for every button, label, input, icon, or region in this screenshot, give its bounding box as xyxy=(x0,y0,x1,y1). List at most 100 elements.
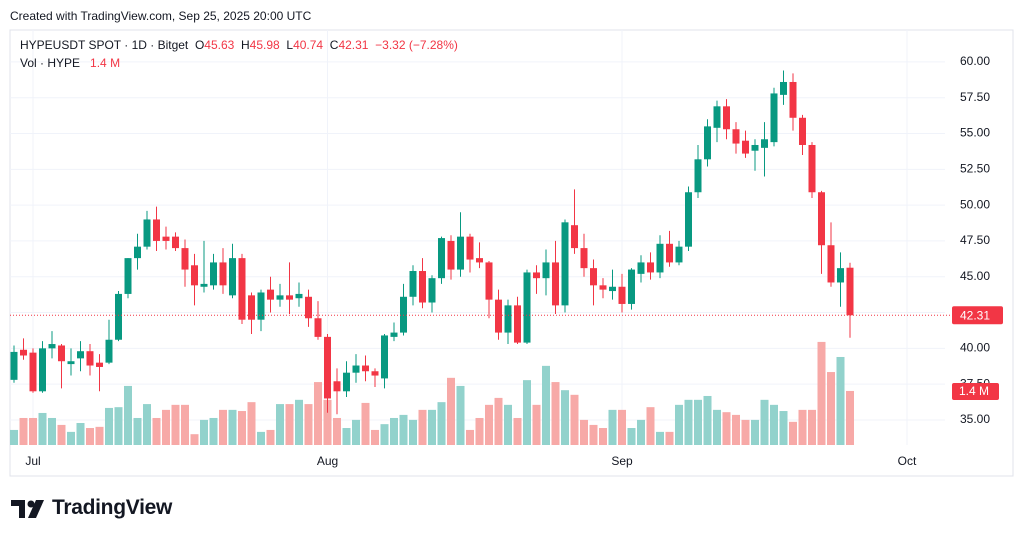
volume-bar xyxy=(713,409,721,445)
volume-bar xyxy=(114,407,123,445)
volume-bar xyxy=(124,385,132,445)
candle-body xyxy=(818,192,825,246)
volume-value: 1.4 M xyxy=(90,56,121,70)
candle-body xyxy=(153,219,160,241)
volume-bar xyxy=(295,399,303,445)
volume-bar xyxy=(371,429,379,445)
volume-bar xyxy=(827,372,835,445)
candle-body xyxy=(162,236,170,241)
candle-body xyxy=(628,269,635,304)
grid xyxy=(10,30,945,445)
volume-bar xyxy=(466,429,474,445)
y-tick-label: 52.50 xyxy=(960,162,990,176)
x-tick-label: Jul xyxy=(25,454,40,468)
volume-bar xyxy=(760,399,769,445)
volume-tag xyxy=(952,383,999,400)
volume-bar xyxy=(741,419,750,445)
volume-bar xyxy=(551,382,560,445)
volume-bar xyxy=(627,428,636,445)
volume-bar xyxy=(656,431,664,445)
candle-body xyxy=(770,93,778,143)
candle-body xyxy=(77,351,84,359)
volume-bar xyxy=(57,424,66,445)
candle-body xyxy=(713,106,721,128)
candle-body xyxy=(495,299,502,333)
volume-bar xyxy=(390,417,398,445)
volume-bar xyxy=(437,402,446,445)
candle-body xyxy=(105,339,113,363)
candle-body xyxy=(523,272,531,343)
candle-body xyxy=(656,243,664,273)
candle-body xyxy=(210,262,217,286)
candle-body xyxy=(276,295,284,300)
volume-bar xyxy=(523,380,531,445)
candle-body xyxy=(314,318,322,337)
candle-body xyxy=(837,268,844,283)
volume-bar xyxy=(637,419,645,445)
volume-bar xyxy=(732,414,740,445)
volume-bar xyxy=(152,417,161,445)
volume-bar xyxy=(238,411,246,445)
volume-bar xyxy=(608,409,617,445)
volume-bar xyxy=(561,390,569,445)
volume-bar xyxy=(599,428,607,445)
candle-body xyxy=(257,292,265,320)
volume-bar xyxy=(428,409,436,445)
ohlc-value: 45.63 xyxy=(204,38,235,52)
volume-bar xyxy=(646,407,655,445)
candle-body xyxy=(751,144,759,151)
volume-bar xyxy=(314,382,322,445)
candle-body xyxy=(666,243,673,263)
volume-bar xyxy=(333,417,341,445)
volume-bar xyxy=(779,411,788,445)
volume-bar xyxy=(285,404,294,445)
volume-bar xyxy=(817,341,826,445)
volume-bar xyxy=(29,417,37,445)
candle-body xyxy=(552,262,559,306)
candle-body xyxy=(10,351,18,380)
volume-bar xyxy=(19,417,28,445)
candle-body xyxy=(267,289,274,300)
ohlc-letter: O xyxy=(194,38,205,52)
volume-bar xyxy=(276,404,284,445)
price-tag xyxy=(952,306,1003,325)
candle-body xyxy=(485,262,493,300)
candle-body xyxy=(381,335,388,379)
ohlc-letter: H xyxy=(241,38,250,52)
volume-bar xyxy=(447,377,455,445)
candle-body xyxy=(599,285,607,290)
ohlc-letter: C xyxy=(329,38,339,52)
y-tick-label: 40.00 xyxy=(960,341,990,355)
volume-bar xyxy=(380,424,389,445)
volume-bar xyxy=(703,395,712,445)
candle-body xyxy=(352,365,360,373)
candle-body xyxy=(400,296,407,333)
volume-bar xyxy=(694,399,702,445)
volume-bar xyxy=(475,417,484,445)
candle-body xyxy=(466,236,474,260)
volume-bar xyxy=(836,356,845,445)
candle-body xyxy=(305,296,312,319)
candle-body xyxy=(447,240,455,270)
candle-body xyxy=(723,106,730,130)
volume-bar xyxy=(200,419,208,445)
candle-body xyxy=(219,262,227,286)
candle-body xyxy=(675,246,683,263)
chart-frame xyxy=(9,29,1014,477)
volume-bar xyxy=(722,412,731,445)
candle-body xyxy=(295,293,303,299)
x-tick-label: Oct xyxy=(898,454,917,468)
ohlc-value: 40.74 xyxy=(293,38,324,52)
volume-bar xyxy=(323,399,332,445)
candle-body xyxy=(742,140,749,154)
candle-body xyxy=(647,262,654,273)
symbol: HYPEUSDT SPOT · 1D · Bitget xyxy=(20,38,189,52)
ohlc-value: 42.31 xyxy=(338,38,369,52)
volume-bar xyxy=(798,409,807,445)
candle-body xyxy=(732,129,740,144)
candle-body xyxy=(134,246,141,259)
legend-row: HYPEUSDT SPOT · 1D · Bitget O45.63 H45.9… xyxy=(20,38,458,52)
change: −3.32 (−7.28%) xyxy=(375,38,458,52)
